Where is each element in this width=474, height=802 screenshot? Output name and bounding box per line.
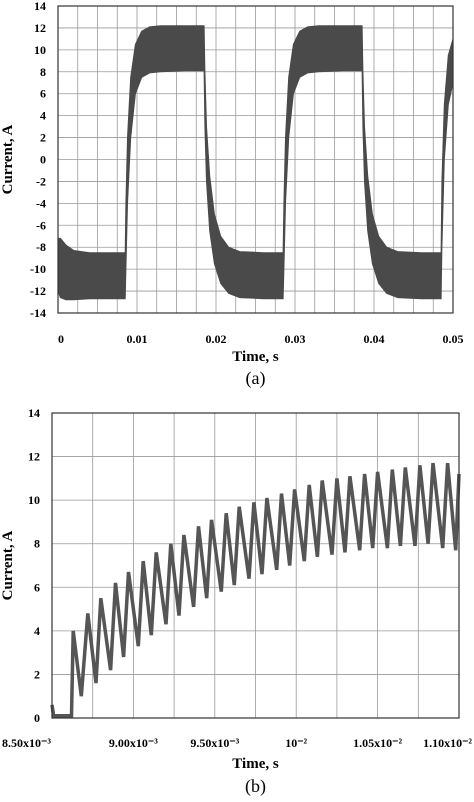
y-tick-label: 12 xyxy=(34,21,46,35)
panel-caption: (a) xyxy=(246,368,266,389)
y-tick-label: -2 xyxy=(36,174,46,188)
x-tick-label: 0.01 xyxy=(127,332,148,346)
x-tick-label: 0.03 xyxy=(285,332,306,346)
plot-frame xyxy=(57,5,454,314)
x-axis-title: Time, s xyxy=(232,756,279,772)
chart-panel-a: -14 -12 -10 -8 -6 -4 -2 0 2 4 6 8 10 12 14 0 0.01 0.02 0.0… xyxy=(0,0,464,389)
x-tick-label: 0.04 xyxy=(364,332,385,346)
x-tick-label: 1.10x10⁻² xyxy=(423,736,472,750)
y-tick-label: 2 xyxy=(40,131,46,145)
y-tick-label: -14 xyxy=(30,306,46,320)
y-axis-title: Current, A xyxy=(0,530,16,600)
y-tick-label: -12 xyxy=(30,284,46,298)
y-tick-label: 14 xyxy=(28,406,40,420)
x-axis-title: Time, s xyxy=(232,349,279,365)
x-tick-label: 9.50x10⁻³ xyxy=(190,736,239,750)
chart-panel-b: 0 2 4 6 8 10 12 14 8.50x10⁻³ 9.00x10⁻³ 9.50x10⁻³ 10… xyxy=(0,406,472,797)
series-line xyxy=(50,462,461,718)
x-tick-label: 0 xyxy=(58,332,64,346)
y-tick-label: -6 xyxy=(36,218,46,232)
x-tick-label: 8.50x10⁻³ xyxy=(2,736,51,750)
y-tick-label: 12 xyxy=(28,450,40,464)
y-tick-label: 4 xyxy=(34,624,40,638)
y-tick-label: 10 xyxy=(34,43,46,57)
y-tick-label: 8 xyxy=(40,65,46,79)
y-tick-label: 14 xyxy=(34,0,46,13)
y-tick-label: -8 xyxy=(36,240,46,254)
y-tick-label: 8 xyxy=(34,537,40,551)
y-tick-label: 6 xyxy=(40,87,46,101)
panel-caption: (b) xyxy=(245,776,266,797)
y-tick-label: -10 xyxy=(30,262,46,276)
y-tick-label: 0 xyxy=(34,711,40,725)
y-tick-label: 4 xyxy=(40,109,46,123)
y-tick-label: 10 xyxy=(28,493,40,507)
y-axis-title: Current, A xyxy=(0,124,16,194)
y-tick-label: 0 xyxy=(40,153,46,167)
x-tick-label: 0.05 xyxy=(443,332,464,346)
x-tick-label: 10⁻² xyxy=(285,736,307,750)
x-tick-label: 0.02 xyxy=(206,332,227,346)
plot-frame xyxy=(51,412,460,719)
y-tick-label: 6 xyxy=(34,580,40,594)
x-tick-label: 1.05x10⁻² xyxy=(353,736,402,750)
y-tick-label: -4 xyxy=(36,196,46,210)
grid-lines xyxy=(51,412,460,719)
y-tick-label: 2 xyxy=(34,667,40,681)
x-tick-label: 9.00x10⁻³ xyxy=(109,736,158,750)
